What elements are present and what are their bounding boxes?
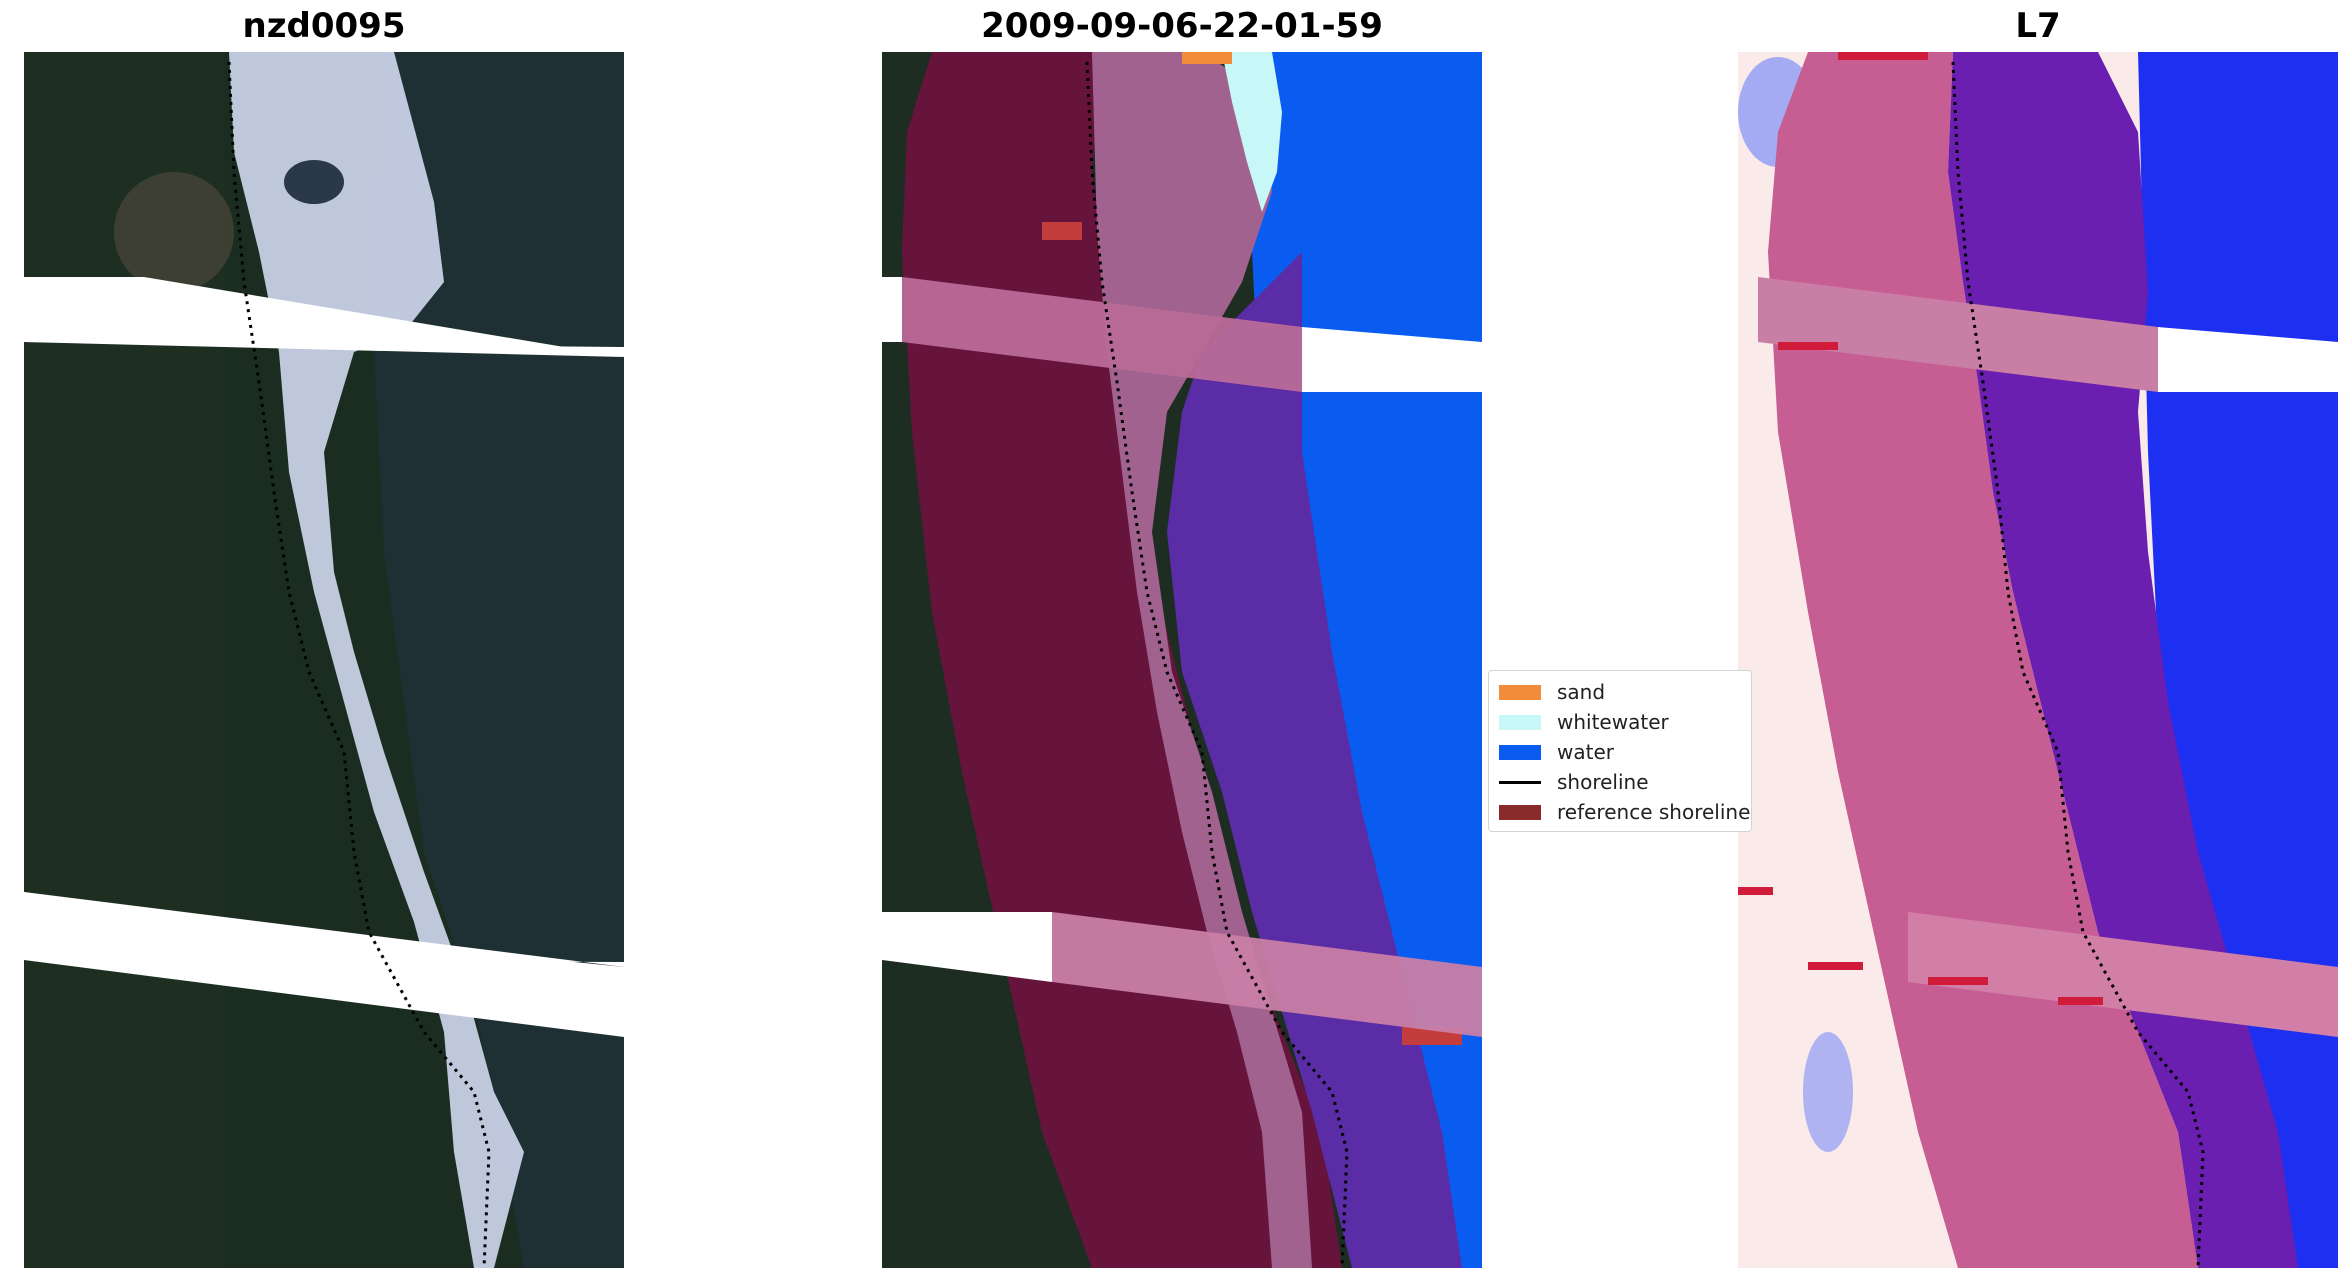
buffer-band-upper bbox=[1758, 277, 2158, 392]
sand-swatch-icon bbox=[1499, 684, 1541, 700]
rgb-satellite-image bbox=[24, 52, 624, 1268]
index-image-svg bbox=[1738, 52, 2338, 1268]
legend-item-shoreline: shoreline bbox=[1499, 769, 1649, 795]
classified-panel-title: 2009-09-06-22-01-59 bbox=[981, 6, 1383, 46]
legend: sand whitewater water shoreline referenc… bbox=[1488, 670, 1752, 832]
legend-label-reference-shoreline: reference shoreline bbox=[1557, 800, 1751, 824]
classified-image bbox=[882, 52, 1482, 1268]
legend-label-sand: sand bbox=[1557, 680, 1606, 704]
legend-label-whitewater: whitewater bbox=[1557, 710, 1669, 734]
dark-spot bbox=[284, 160, 344, 204]
index-image bbox=[1738, 52, 2338, 1268]
shoreline-dotted-line bbox=[227, 61, 491, 1268]
sand-patch bbox=[1182, 52, 1232, 64]
shoreline-dotted-line bbox=[1951, 61, 2205, 1268]
whitewater-swatch-icon bbox=[1499, 714, 1541, 730]
brown-patch bbox=[114, 172, 234, 292]
legend-label-water: water bbox=[1557, 740, 1614, 764]
buffer-band-upper bbox=[902, 277, 1302, 392]
classified-image-svg bbox=[882, 52, 1482, 1268]
water-swatch-icon bbox=[1499, 744, 1541, 760]
high-index-streak bbox=[1778, 342, 1838, 350]
buffer-band-lower bbox=[1908, 912, 2338, 1037]
rgb-image-svg bbox=[24, 52, 624, 1268]
reference-shoreline-swatch-icon bbox=[1499, 804, 1541, 820]
legend-item-water: water bbox=[1499, 739, 1614, 765]
legend-label-shoreline: shoreline bbox=[1557, 770, 1649, 794]
reference-shoreline-patch bbox=[1042, 222, 1082, 240]
legend-item-whitewater: whitewater bbox=[1499, 709, 1669, 735]
legend-item-reference-shoreline: reference shoreline bbox=[1499, 799, 1750, 825]
buffer-band-lower bbox=[1052, 912, 1482, 1037]
shoreline-line-icon bbox=[1499, 780, 1541, 784]
index-panel-title: L7 bbox=[2015, 6, 2061, 46]
shoreline-dotted-line bbox=[1085, 61, 1349, 1268]
whitewater-class bbox=[1222, 52, 1282, 212]
rgb-panel-title: nzd0095 bbox=[242, 6, 406, 46]
legend-item-sand: sand bbox=[1499, 679, 1605, 705]
